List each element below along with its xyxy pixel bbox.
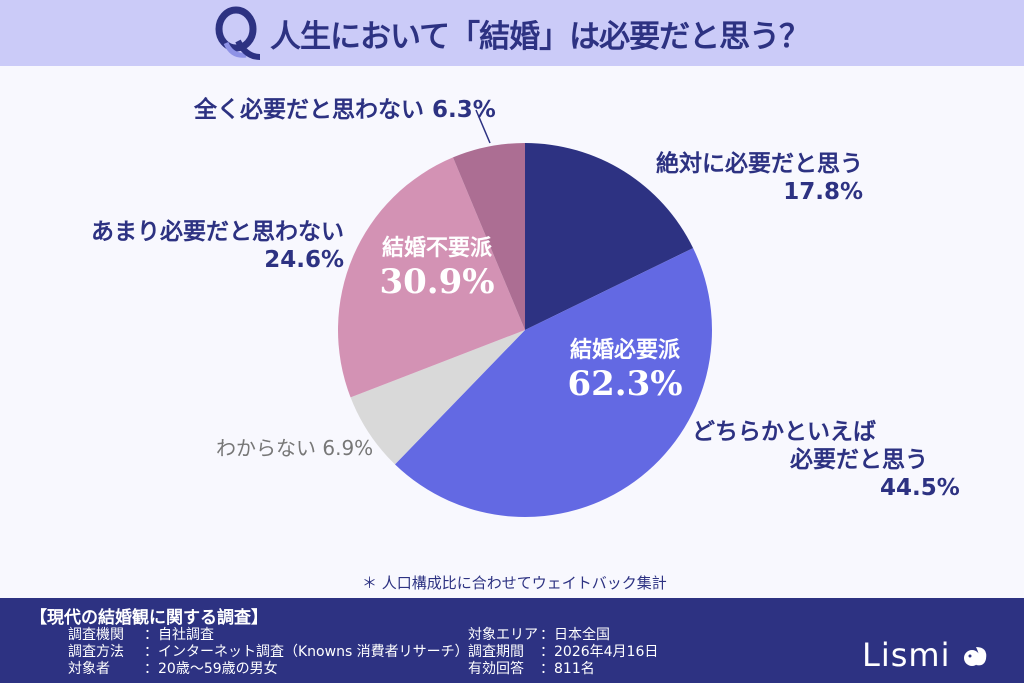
label-unknown: わからない 6.9% [216, 436, 374, 460]
survey-footer: 【現代の結婚観に関する調査】 調査機関 ：自社調査 調査方法 ：インターネット調査（… [0, 598, 1024, 683]
survey-left-info: 調査機関 ：自社調査 調査方法 ：インターネット調査（Knowns 消費者リサーチ）… [68, 627, 469, 677]
pie-slice [350, 330, 525, 465]
title-area: 人生において「結婚」は必要だと思う？ [212, 6, 810, 60]
leader-line [475, 109, 491, 144]
squirrel-icon [963, 647, 986, 666]
label-not-at-all: 全く必要だと思わない 6.3% [194, 97, 496, 123]
label-rather: どちらかといえば 必要だと思う 44.5% [692, 419, 960, 501]
label-not-really: あまり必要だと思わない 24.6% [91, 219, 344, 273]
page-title: 人生において「結婚」は必要だと思う？ [270, 18, 810, 55]
label-absolutely: 絶対に必要だと思う 17.8% [656, 151, 863, 205]
header-band: 人生において「結婚」は必要だと思う？ [0, 0, 1024, 66]
weighting-note: ＊ 人口構成比に合わせてウェイトバック集計 [362, 574, 667, 592]
group-no-need: 結婚不要派 30.9% [379, 236, 495, 302]
pie-slice [337, 157, 525, 398]
q-icon [215, 6, 261, 60]
group-need: 結婚必要派 62.3% [567, 338, 683, 404]
pie-slice [452, 143, 525, 330]
pie-slice [525, 143, 694, 330]
survey-title: 【現代の結婚観に関する調査】 [30, 608, 268, 628]
lismi-logo: Lismi [862, 636, 988, 674]
survey-right-info: 対象エリア ：日本全国 調査期間 ：2026年4月16日 有効回答 ：811名 [468, 627, 659, 677]
pie-slice [394, 248, 713, 518]
